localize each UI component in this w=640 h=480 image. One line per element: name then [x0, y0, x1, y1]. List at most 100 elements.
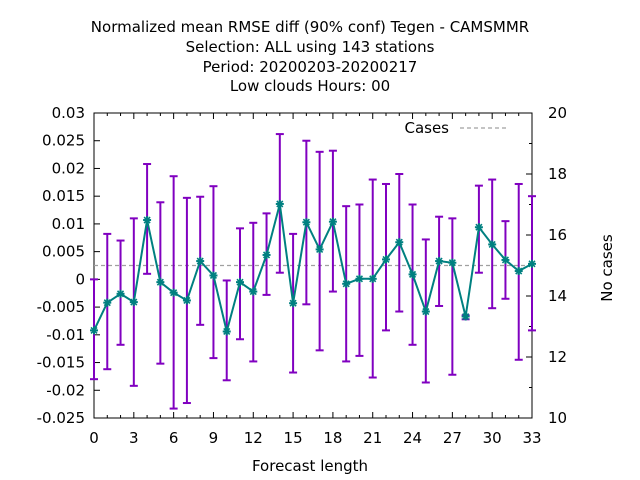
x-tick-label: 6: [169, 429, 179, 447]
x-tick-label: 27: [443, 429, 462, 447]
x-tick-label: 21: [363, 429, 382, 447]
marker-d2: [143, 216, 151, 224]
data-point: [289, 299, 298, 308]
x-tick-label: 33: [522, 429, 541, 447]
marker-d2: [488, 240, 496, 248]
data-point: [461, 312, 470, 321]
data-point: [501, 255, 510, 264]
title-line-3: Period: 20200203-20200217: [203, 58, 418, 76]
title-line-2: Selection: ALL using 143 stations: [186, 38, 435, 56]
marker-d2: [103, 299, 111, 307]
y2-tick-label: 12: [548, 348, 567, 366]
data-point: [448, 258, 457, 267]
data-point: [169, 288, 178, 297]
x-tick-label: 9: [209, 429, 219, 447]
data-point: [368, 274, 377, 283]
y-tick-label: 0.015: [42, 187, 85, 205]
y2-tick-label: 14: [548, 287, 567, 305]
y-tick-label: 0.01: [52, 215, 85, 233]
x-tick-label: 30: [483, 429, 502, 447]
marker-d2: [422, 307, 430, 316]
data-point: [302, 218, 311, 227]
data-point: [156, 278, 165, 287]
marker-d2: [448, 259, 456, 267]
marker-d2: [355, 275, 364, 283]
x-tick-label: 0: [89, 429, 99, 447]
data-point: [355, 274, 364, 283]
marker-d2: [276, 200, 284, 208]
x-tick-label: 12: [244, 429, 263, 447]
data-point: [249, 287, 258, 296]
y2-tick-label: 20: [548, 104, 567, 122]
data-point: [514, 267, 523, 276]
marker-d2: [196, 257, 204, 265]
data-point: [116, 289, 125, 298]
y2-axis-label: No cases: [598, 234, 616, 302]
marker-d2: [329, 218, 337, 226]
data-point: [182, 296, 191, 305]
data-point: [474, 223, 483, 232]
marker-d2: [170, 289, 178, 297]
y-tick-label: -0.025: [37, 409, 85, 427]
data-point: [222, 327, 231, 336]
data-point: [488, 240, 497, 249]
marker-d2: [435, 257, 443, 265]
data-point: [528, 259, 536, 268]
data-point: [328, 217, 337, 226]
y-tick-label: 0.02: [52, 159, 85, 177]
marker-d2: [262, 251, 271, 259]
data-point: [129, 298, 138, 307]
marker-d2: [302, 218, 310, 226]
y-tick-label: 0.005: [42, 243, 85, 261]
y2-tick-label: 10: [548, 409, 567, 427]
y-tick-label: -0.005: [37, 298, 85, 316]
marker-d2: [223, 327, 231, 336]
data-point: [395, 238, 404, 247]
title-line-4: Low clouds Hours: 00: [230, 77, 390, 95]
data-point: [209, 271, 218, 280]
marker-d2: [183, 296, 191, 305]
legend: Cases: [404, 119, 506, 137]
series-line: [93, 203, 533, 332]
data-point: [382, 255, 390, 264]
data-point: [435, 257, 444, 266]
marker-d2: [116, 290, 125, 298]
marker-d2: [249, 287, 257, 296]
data-point: [342, 279, 351, 288]
marker-d2: [408, 270, 417, 278]
marker-d2: [156, 278, 164, 286]
data-point: [143, 216, 152, 225]
marker-d2: [316, 245, 324, 253]
marker-d2: [475, 223, 483, 231]
y-tick-label: 0: [75, 270, 85, 288]
data-point: [315, 245, 324, 254]
data-point: [103, 298, 112, 307]
y-tick-label: -0.02: [46, 381, 85, 399]
x-tick-label: 3: [129, 429, 139, 447]
marker-d2: [501, 256, 510, 264]
legend-label-cases: Cases: [404, 119, 449, 137]
marker-d2: [528, 260, 536, 268]
data-point: [236, 278, 244, 287]
data-point: [275, 199, 284, 208]
chart-title: Normalized mean RMSE diff (90% conf) Teg…: [91, 18, 529, 95]
marker-d2: [130, 298, 138, 306]
y2-tick-label: 16: [548, 226, 567, 244]
data-point: [90, 326, 98, 335]
marker-d2: [462, 312, 470, 321]
y-tick-label: 0.025: [42, 132, 85, 150]
title-line-1: Normalized mean RMSE diff (90% conf) Teg…: [91, 18, 529, 36]
x-tick-label: 24: [403, 429, 422, 447]
marker-d2: [209, 271, 218, 280]
data-point: [421, 307, 430, 316]
y-tick-label: -0.01: [46, 326, 85, 344]
data-point: [408, 270, 417, 279]
y-tick-label: 0.03: [52, 104, 85, 122]
marker-d2: [369, 275, 377, 283]
error-bar: [448, 217, 457, 376]
marker-d2: [515, 267, 523, 275]
marker-d2: [236, 278, 244, 286]
marker-d2: [342, 280, 350, 288]
x-axis-label: Forecast length: [252, 457, 368, 475]
